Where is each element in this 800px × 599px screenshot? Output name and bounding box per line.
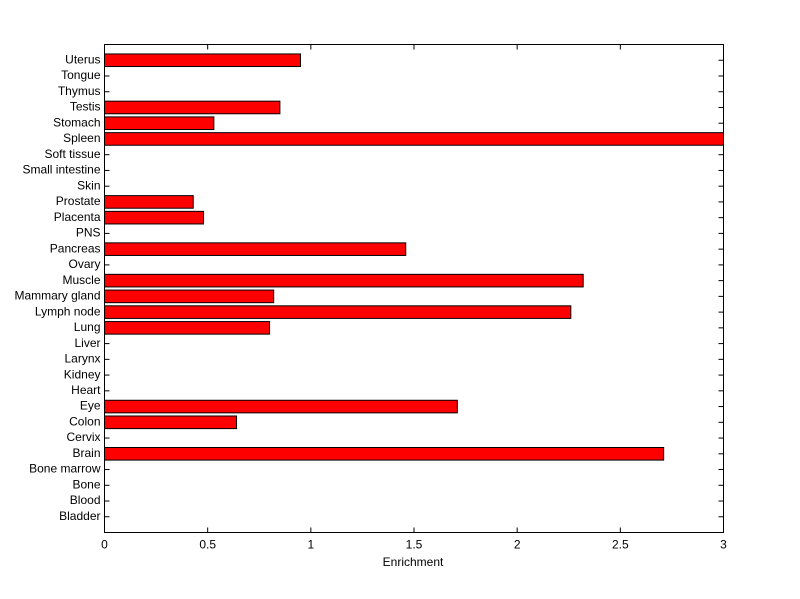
x-tick-label: 3	[720, 538, 727, 552]
y-tick-label: Small intestine	[22, 163, 100, 177]
y-tick-label: Muscle	[62, 273, 100, 287]
y-tick-label: Larynx	[64, 352, 100, 366]
x-tick-label: 0.5	[199, 538, 216, 552]
y-tick-label: Stomach	[53, 115, 100, 129]
bar	[104, 116, 215, 131]
x-tick-label: 0	[101, 538, 108, 552]
x-tick-label: 1	[307, 538, 314, 552]
bar	[104, 210, 205, 225]
y-tick-label: Bladder	[59, 509, 100, 523]
y-tick-label: Bone marrow	[29, 462, 101, 476]
bar	[104, 289, 275, 304]
y-tick-label: Thymus	[58, 84, 101, 98]
y-tick-label: Lung	[74, 320, 101, 334]
bar	[104, 446, 665, 461]
y-tick-label: Bone	[72, 477, 100, 491]
bar	[104, 195, 194, 209]
bar	[104, 132, 724, 146]
bar	[104, 242, 407, 256]
y-tick-label: Uterus	[65, 52, 100, 66]
y-tick-label: Blood	[70, 493, 101, 507]
y-tick-label: Tongue	[61, 68, 101, 82]
y-tick-label: Testis	[70, 100, 101, 114]
y-tick-label: Eye	[80, 399, 101, 413]
y-tick-label: Spleen	[63, 131, 100, 145]
bar	[104, 399, 458, 414]
y-tick-label: Lymph node	[35, 304, 101, 318]
y-tick-label: Colon	[69, 414, 100, 428]
y-tick-label: Prostate	[56, 194, 101, 208]
y-tick-label: Pancreas	[50, 241, 101, 255]
bar	[104, 273, 584, 288]
bar	[104, 321, 271, 335]
bar	[104, 415, 238, 430]
y-tick-label: Placenta	[54, 210, 101, 224]
x-axis-label: Enrichment	[383, 555, 444, 569]
bar	[104, 305, 572, 319]
y-tick-label: Cervix	[66, 430, 100, 444]
y-tick-label: Brain	[72, 446, 100, 460]
y-tick-label: PNS	[76, 226, 101, 240]
y-tick-label: Skin	[77, 178, 100, 192]
y-tick-label: Liver	[74, 336, 100, 350]
x-tick-label: 1.5	[406, 538, 423, 552]
y-tick-label: Soft tissue	[44, 147, 100, 161]
bar	[104, 53, 302, 68]
y-tick-label: Kidney	[64, 367, 101, 381]
bar	[104, 100, 281, 115]
y-tick-label: Mammary gland	[14, 289, 100, 303]
y-tick-label: Ovary	[68, 257, 100, 271]
x-tick-label: 2	[514, 538, 521, 552]
y-tick-label: Heart	[71, 383, 101, 397]
x-tick-label: 2.5	[612, 538, 629, 552]
